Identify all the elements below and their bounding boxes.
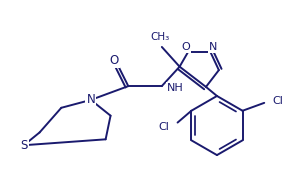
Text: N: N [209,42,218,52]
Text: S: S [20,139,27,152]
Text: CH₃: CH₃ [150,32,170,42]
Text: O: O [182,42,190,52]
Text: Cl: Cl [159,121,170,132]
Text: N: N [86,93,95,106]
Text: NH: NH [167,83,183,93]
Text: O: O [110,54,119,67]
Text: Cl: Cl [272,96,283,106]
